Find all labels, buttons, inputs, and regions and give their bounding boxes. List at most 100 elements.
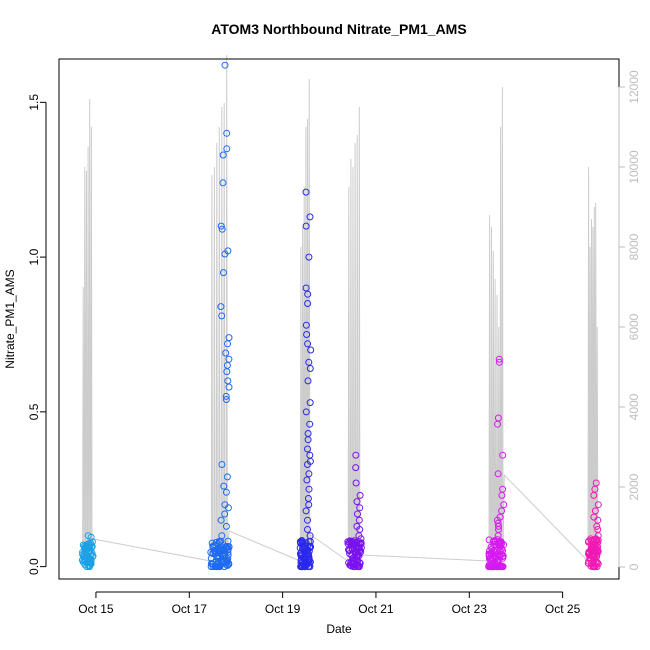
data-point	[302, 188, 310, 196]
data-point	[592, 549, 600, 556]
data-point	[225, 334, 233, 342]
data-point	[495, 563, 503, 571]
data-point	[357, 535, 365, 543]
data-point	[223, 562, 231, 569]
data-point	[82, 543, 90, 551]
x-tick-label: Oct 25	[545, 602, 581, 616]
data-point	[592, 535, 600, 543]
data-point	[589, 547, 597, 555]
data-point	[345, 546, 352, 554]
right-y-tick-label: 2000	[627, 473, 641, 500]
data-point	[347, 540, 355, 548]
data-point	[217, 516, 225, 524]
data-point	[305, 470, 313, 478]
y-axis: 0.0 0.5 1.0 1.5	[27, 94, 47, 575]
data-point	[222, 349, 230, 357]
data-point	[297, 538, 304, 546]
data-point	[222, 544, 230, 552]
data-point	[354, 551, 362, 559]
data-point	[302, 321, 310, 329]
data-point	[306, 399, 314, 407]
series-4	[485, 355, 508, 571]
data-point	[304, 445, 311, 453]
data-point	[594, 501, 602, 509]
data-point	[590, 556, 598, 563]
right-y-tick-label: 12000	[627, 70, 641, 104]
data-point	[499, 451, 507, 459]
data-point	[225, 355, 233, 363]
data-point	[305, 253, 313, 261]
y-tick-label: 0.5	[27, 403, 41, 420]
data-point	[591, 507, 599, 515]
data-point	[356, 559, 364, 567]
data-point	[305, 562, 313, 570]
data-point	[593, 522, 601, 530]
data-point	[222, 488, 230, 496]
data-point	[305, 501, 313, 509]
data-point	[349, 556, 357, 564]
data-point	[355, 516, 363, 524]
data-point	[588, 559, 596, 567]
y-tick-label: 0.0	[27, 558, 41, 575]
data-point	[302, 408, 310, 416]
data-point	[302, 222, 310, 230]
data-point	[304, 300, 312, 307]
data-point	[499, 554, 507, 562]
data-point	[303, 476, 311, 484]
data-point	[304, 526, 311, 533]
data-point	[485, 555, 493, 563]
data-point	[217, 303, 225, 311]
series-5	[584, 479, 602, 571]
x-tick-label: Oct 23	[452, 602, 488, 616]
data-point	[223, 129, 231, 137]
data-point	[499, 563, 507, 571]
data-point	[81, 544, 89, 552]
data-point	[495, 358, 503, 366]
data-point	[217, 222, 225, 230]
data-point	[497, 550, 505, 558]
data-point	[89, 552, 97, 560]
data-point	[307, 346, 315, 354]
right-y-axis: 0 2000 4000 6000 8000 10000 12000	[618, 70, 641, 570]
data-point	[304, 461, 311, 468]
right-y-tick-label: 6000	[627, 313, 641, 340]
altitude-line-layer	[81, 54, 600, 564]
data-point	[485, 550, 493, 558]
data-point	[221, 250, 229, 258]
data-point	[496, 546, 504, 554]
data-point	[302, 507, 310, 515]
y-tick-label: 1.0	[27, 248, 41, 265]
data-point	[297, 549, 305, 557]
data-point	[221, 61, 229, 69]
data-point	[223, 145, 231, 153]
data-point	[224, 504, 232, 512]
data-point	[305, 551, 313, 559]
x-tick-label: Oct 15	[78, 602, 114, 616]
data-point	[207, 560, 215, 567]
data-point	[488, 563, 496, 571]
data-point	[224, 340, 231, 348]
data-point	[306, 213, 314, 221]
data-point	[500, 541, 508, 549]
data-point	[221, 510, 229, 518]
data-point	[490, 563, 498, 571]
data-point	[498, 491, 506, 499]
data-point	[225, 383, 233, 391]
data-point	[354, 510, 361, 518]
x-axis: Oct 15 Oct 17 Oct 19 Oct 21 Oct 23 Oct 25	[78, 591, 581, 616]
data-point	[305, 358, 313, 366]
x-axis-label: Date	[326, 622, 352, 636]
data-point	[304, 377, 312, 385]
data-point	[500, 501, 508, 509]
data-point	[357, 540, 365, 548]
data-point	[220, 482, 228, 490]
data-point	[590, 491, 598, 499]
data-point	[487, 543, 495, 551]
data-point	[491, 537, 499, 545]
data-point	[586, 554, 594, 562]
data-point	[298, 563, 306, 571]
data-point	[219, 179, 227, 187]
data-point	[495, 355, 503, 363]
data-point	[353, 498, 361, 506]
